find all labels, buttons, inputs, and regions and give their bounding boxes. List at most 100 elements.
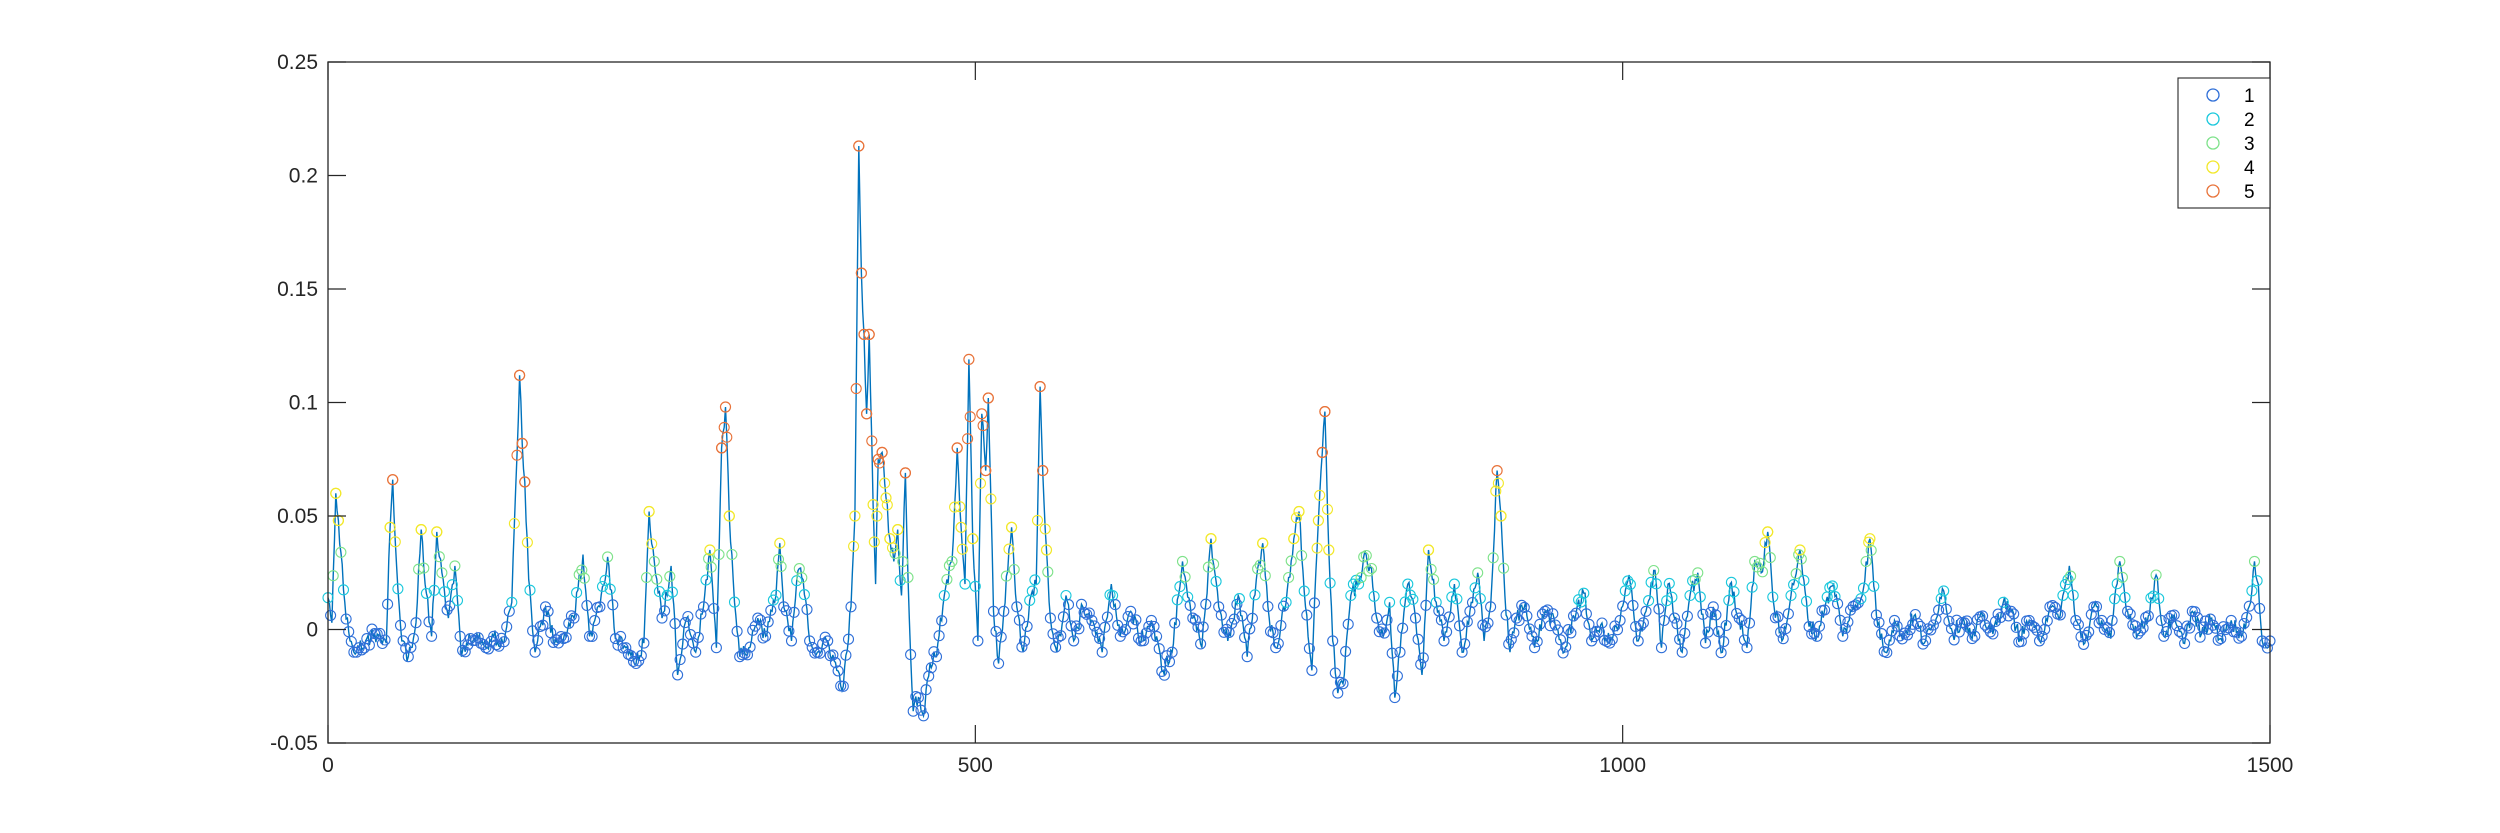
data-point	[2181, 620, 2193, 632]
data-point	[1016, 641, 1028, 653]
y-tick-label: 0.25	[277, 51, 318, 74]
data-point	[1192, 621, 1204, 633]
data-point	[376, 637, 388, 650]
data-point	[1583, 618, 1595, 630]
data-point	[433, 551, 445, 563]
data-point	[1653, 603, 1665, 615]
data-point	[1451, 593, 1463, 605]
data-point	[785, 635, 798, 647]
data-point	[954, 501, 966, 513]
data-point	[423, 616, 435, 628]
data-point	[1409, 612, 1422, 624]
data-point	[2197, 621, 2209, 633]
data-point	[638, 637, 650, 649]
data-point	[829, 657, 842, 669]
data-point	[1904, 624, 1916, 636]
data-point	[454, 630, 466, 642]
data-point	[728, 596, 741, 608]
data-point	[1469, 582, 1481, 594]
data-point	[1992, 608, 2004, 620]
data-point	[1197, 621, 1209, 633]
data-point	[1707, 601, 1719, 613]
data-point	[1345, 589, 1357, 602]
data-point	[1697, 608, 1709, 620]
data-point	[633, 655, 645, 667]
data-point	[2184, 622, 2196, 634]
data-point	[938, 589, 950, 602]
peak-point	[1422, 544, 1435, 556]
data-point	[1767, 591, 1779, 603]
data-point	[780, 605, 792, 617]
data-point	[353, 642, 365, 654]
data-point	[1938, 585, 1950, 597]
data-point	[1415, 658, 1427, 670]
data-point	[1210, 575, 1222, 587]
data-point	[640, 571, 653, 584]
data-point	[630, 657, 642, 670]
data-point	[1492, 477, 1504, 489]
data-point	[413, 563, 425, 575]
peak-point	[1319, 406, 1331, 418]
data-point	[2173, 625, 2185, 637]
data-point	[1189, 614, 1201, 626]
data-point	[1003, 543, 1015, 555]
data-point	[1987, 628, 1999, 640]
data-point	[2083, 626, 2095, 638]
data-point	[1920, 635, 1932, 647]
data-point	[2217, 621, 2229, 633]
peak-point	[723, 510, 735, 522]
data-point	[1088, 620, 1100, 632]
peak-point	[1794, 544, 1806, 556]
data-point	[1119, 624, 1132, 636]
data-point	[1099, 621, 1111, 633]
data-point	[2251, 575, 2263, 587]
data-point	[1249, 589, 1261, 601]
data-point	[2124, 608, 2136, 620]
data-point	[2072, 619, 2084, 631]
data-point	[1764, 552, 1776, 564]
data-point	[1650, 578, 1662, 590]
data-point	[682, 610, 694, 623]
data-point	[1596, 617, 1608, 629]
data-point	[1505, 633, 1517, 646]
data-point	[438, 586, 451, 598]
data-point	[1011, 601, 1023, 613]
data-point	[998, 605, 1010, 617]
data-point	[2147, 590, 2160, 602]
data-point	[1655, 642, 1668, 654]
data-point	[1373, 626, 1385, 638]
data-point	[501, 621, 513, 633]
peak-point	[982, 392, 994, 404]
data-point	[1508, 627, 1520, 639]
data-point	[2000, 603, 2012, 615]
data-point	[1635, 620, 1647, 632]
data-point	[1200, 598, 1212, 610]
data-point	[879, 477, 891, 489]
data-point	[1355, 572, 1367, 584]
data-point	[850, 383, 862, 395]
data-point	[1138, 635, 1150, 647]
data-point	[576, 564, 588, 576]
x-tick-label: 0	[322, 754, 334, 777]
data-point	[1101, 611, 1113, 623]
data-point	[1298, 585, 1310, 597]
data-point	[1208, 558, 1220, 570]
peak-point	[1312, 514, 1325, 527]
data-point	[1057, 611, 1069, 623]
data-point	[2194, 631, 2206, 643]
data-point	[2008, 608, 2020, 620]
data-point	[1215, 609, 1227, 621]
data-point	[418, 562, 430, 574]
data-point	[604, 583, 616, 595]
data-point	[1565, 627, 1577, 639]
data-point	[1997, 596, 2009, 608]
data-point	[946, 555, 958, 567]
data-point	[923, 670, 935, 682]
data-point	[2261, 642, 2273, 654]
data-point	[1459, 638, 1471, 650]
peak-point	[1288, 533, 1300, 545]
data-point	[542, 605, 554, 617]
data-point	[2122, 605, 2134, 617]
peak-point	[876, 446, 888, 458]
data-point	[1140, 627, 1152, 639]
